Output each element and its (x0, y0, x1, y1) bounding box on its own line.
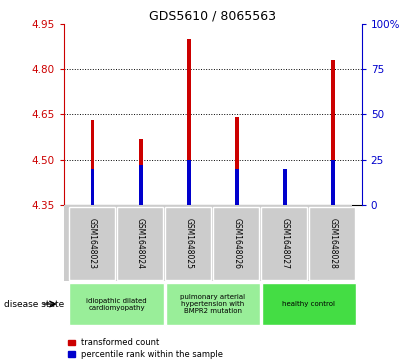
Text: GSM1648024: GSM1648024 (136, 218, 145, 269)
Text: GSM1648028: GSM1648028 (328, 218, 337, 269)
FancyBboxPatch shape (69, 207, 115, 280)
FancyBboxPatch shape (117, 207, 163, 280)
Text: idiopathic dilated
cardiomyopathy: idiopathic dilated cardiomyopathy (86, 298, 147, 310)
Title: GDS5610 / 8065563: GDS5610 / 8065563 (149, 9, 276, 23)
Text: GSM1648025: GSM1648025 (184, 218, 193, 269)
FancyBboxPatch shape (165, 207, 211, 280)
Text: GSM1648027: GSM1648027 (280, 218, 289, 269)
Bar (90, 169, 95, 205)
Bar (187, 160, 191, 205)
FancyBboxPatch shape (262, 283, 356, 325)
Bar (331, 160, 335, 205)
Text: healthy control: healthy control (282, 301, 335, 307)
Text: pulmonary arterial
hypertension with
BMPR2 mutation: pulmonary arterial hypertension with BMP… (180, 294, 245, 314)
Bar (139, 165, 143, 205)
Bar (90, 121, 95, 205)
Bar (235, 169, 239, 205)
FancyBboxPatch shape (309, 207, 355, 280)
FancyBboxPatch shape (69, 283, 164, 325)
Bar (331, 60, 335, 205)
Bar (139, 139, 143, 205)
Bar (283, 172, 287, 205)
FancyBboxPatch shape (261, 207, 307, 280)
Legend: transformed count, percentile rank within the sample: transformed count, percentile rank withi… (68, 338, 223, 359)
Text: GSM1648023: GSM1648023 (88, 218, 97, 269)
Text: disease state: disease state (4, 299, 65, 309)
Bar (235, 117, 239, 205)
FancyBboxPatch shape (213, 207, 259, 280)
FancyBboxPatch shape (166, 283, 260, 325)
Bar (187, 39, 191, 205)
Bar (283, 169, 287, 205)
Text: GSM1648026: GSM1648026 (232, 218, 241, 269)
